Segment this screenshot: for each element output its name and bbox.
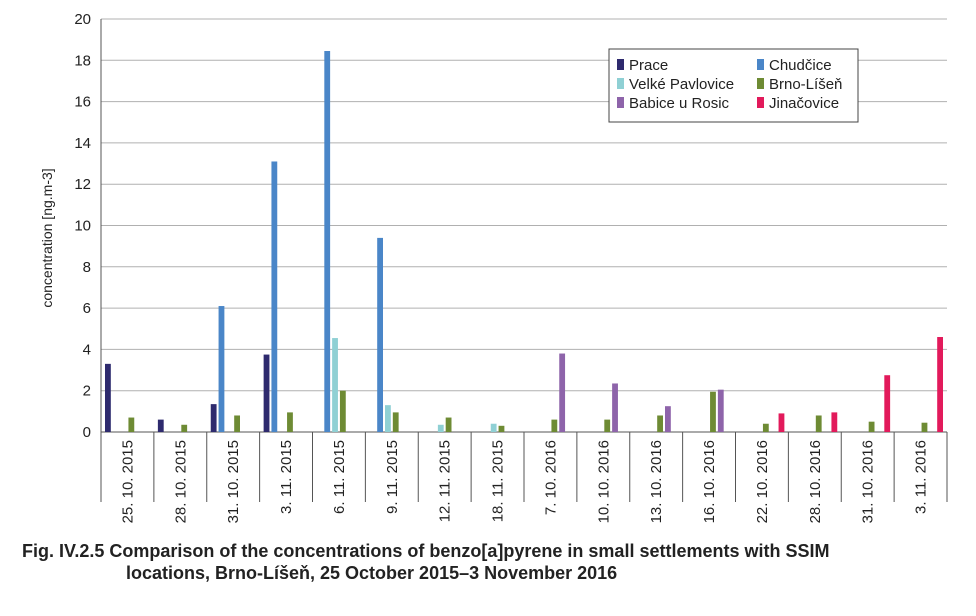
bar <box>884 375 891 432</box>
legend-label: Babice u Rosic <box>629 95 730 112</box>
bar <box>234 415 240 432</box>
y-tick-label: 10 <box>74 218 91 235</box>
legend-label: Brno-Líšeň <box>769 76 842 93</box>
legend-swatch <box>617 59 624 70</box>
x-tick-label: 13. 10. 2016 <box>648 440 665 523</box>
y-axis-title: concentration [ng.m-3] <box>39 168 55 307</box>
bar <box>490 423 497 432</box>
legend-label: Prace <box>629 57 668 74</box>
bar <box>657 415 663 432</box>
legend-label: Chudčice <box>769 57 832 74</box>
y-tick-label: 16 <box>74 94 91 111</box>
legend <box>608 48 859 123</box>
legend-swatch <box>757 59 764 70</box>
bar <box>868 421 875 432</box>
bar <box>128 417 135 432</box>
bar <box>710 391 716 432</box>
bar <box>210 404 217 432</box>
caption-line-2: locations, Brno-Líšeň, 25 October 2015–3… <box>126 563 618 583</box>
y-tick-label: 6 <box>83 300 91 317</box>
y-tick-label: 0 <box>83 424 91 441</box>
x-tick-label: 31. 10. 2016 <box>860 440 877 523</box>
bar <box>815 415 822 432</box>
x-tick-label: 31. 10. 2015 <box>225 440 242 523</box>
bar <box>937 337 943 432</box>
bar <box>332 338 338 432</box>
bar <box>263 354 270 432</box>
x-tick-label: 22. 10. 2016 <box>754 440 771 523</box>
legend-label: Jinačovice <box>769 95 839 112</box>
y-tick-label: 2 <box>83 383 91 400</box>
bar <box>339 390 346 432</box>
legend-swatch <box>757 78 764 89</box>
bar <box>385 405 391 432</box>
y-tick-label: 14 <box>74 135 91 152</box>
x-tick-label: 9. 11. 2015 <box>384 440 401 514</box>
legend-swatch <box>617 78 624 89</box>
x-tick-label: 3. 11. 2016 <box>913 440 930 514</box>
bar <box>498 425 505 432</box>
x-tick-label: 25. 10. 2015 <box>119 440 136 523</box>
bar <box>762 423 769 432</box>
y-tick-label: 20 <box>74 11 91 28</box>
bar <box>778 413 785 432</box>
bar <box>437 424 444 432</box>
caption-line-1: Fig. IV.2.5 Comparison of the concentrat… <box>22 541 830 561</box>
x-tick-label: 12. 11. 2015 <box>437 440 454 522</box>
bar <box>717 389 724 432</box>
x-tick-label: 28. 10. 2016 <box>807 440 824 523</box>
bar-chart: 0 2 4 6 8 10 12 14 16 18 20 25. 10. 2015 28. 10. 201… <box>39 11 948 523</box>
x-tick-label: 7. 10. 2016 <box>542 440 559 515</box>
legend-swatch <box>617 97 624 108</box>
bar <box>559 353 566 432</box>
bar <box>831 412 838 432</box>
bar <box>181 424 188 432</box>
bar <box>324 51 331 432</box>
bar <box>604 419 611 432</box>
legend-label: Velké Pavlovice <box>629 76 734 93</box>
x-tick-label: 28. 10. 2015 <box>172 440 189 523</box>
y-tick-label: 18 <box>74 52 91 69</box>
bar <box>105 363 111 432</box>
bar <box>612 383 618 432</box>
bar <box>287 412 293 432</box>
legend-swatch <box>757 97 764 108</box>
bar <box>157 419 164 432</box>
x-tick-label: 16. 10. 2016 <box>701 440 718 523</box>
x-tick-label: 3. 11. 2015 <box>278 440 295 514</box>
x-tick-label: 18. 11. 2015 <box>490 440 507 522</box>
bar <box>271 161 278 433</box>
y-tick-label: 12 <box>74 176 91 193</box>
y-tick-label: 4 <box>83 341 91 358</box>
y-tick-label: 8 <box>83 259 91 276</box>
bar <box>551 419 558 432</box>
bar <box>377 237 383 432</box>
bar <box>445 417 452 432</box>
bar <box>218 306 225 432</box>
bar <box>665 406 671 432</box>
x-tick-label: 10. 10. 2016 <box>595 440 612 523</box>
x-tick-label: 6. 11. 2015 <box>331 440 348 514</box>
figure-caption: Fig. IV.2.5 Comparison of the concentrat… <box>22 540 962 584</box>
bar <box>392 412 399 432</box>
bar <box>921 422 928 432</box>
